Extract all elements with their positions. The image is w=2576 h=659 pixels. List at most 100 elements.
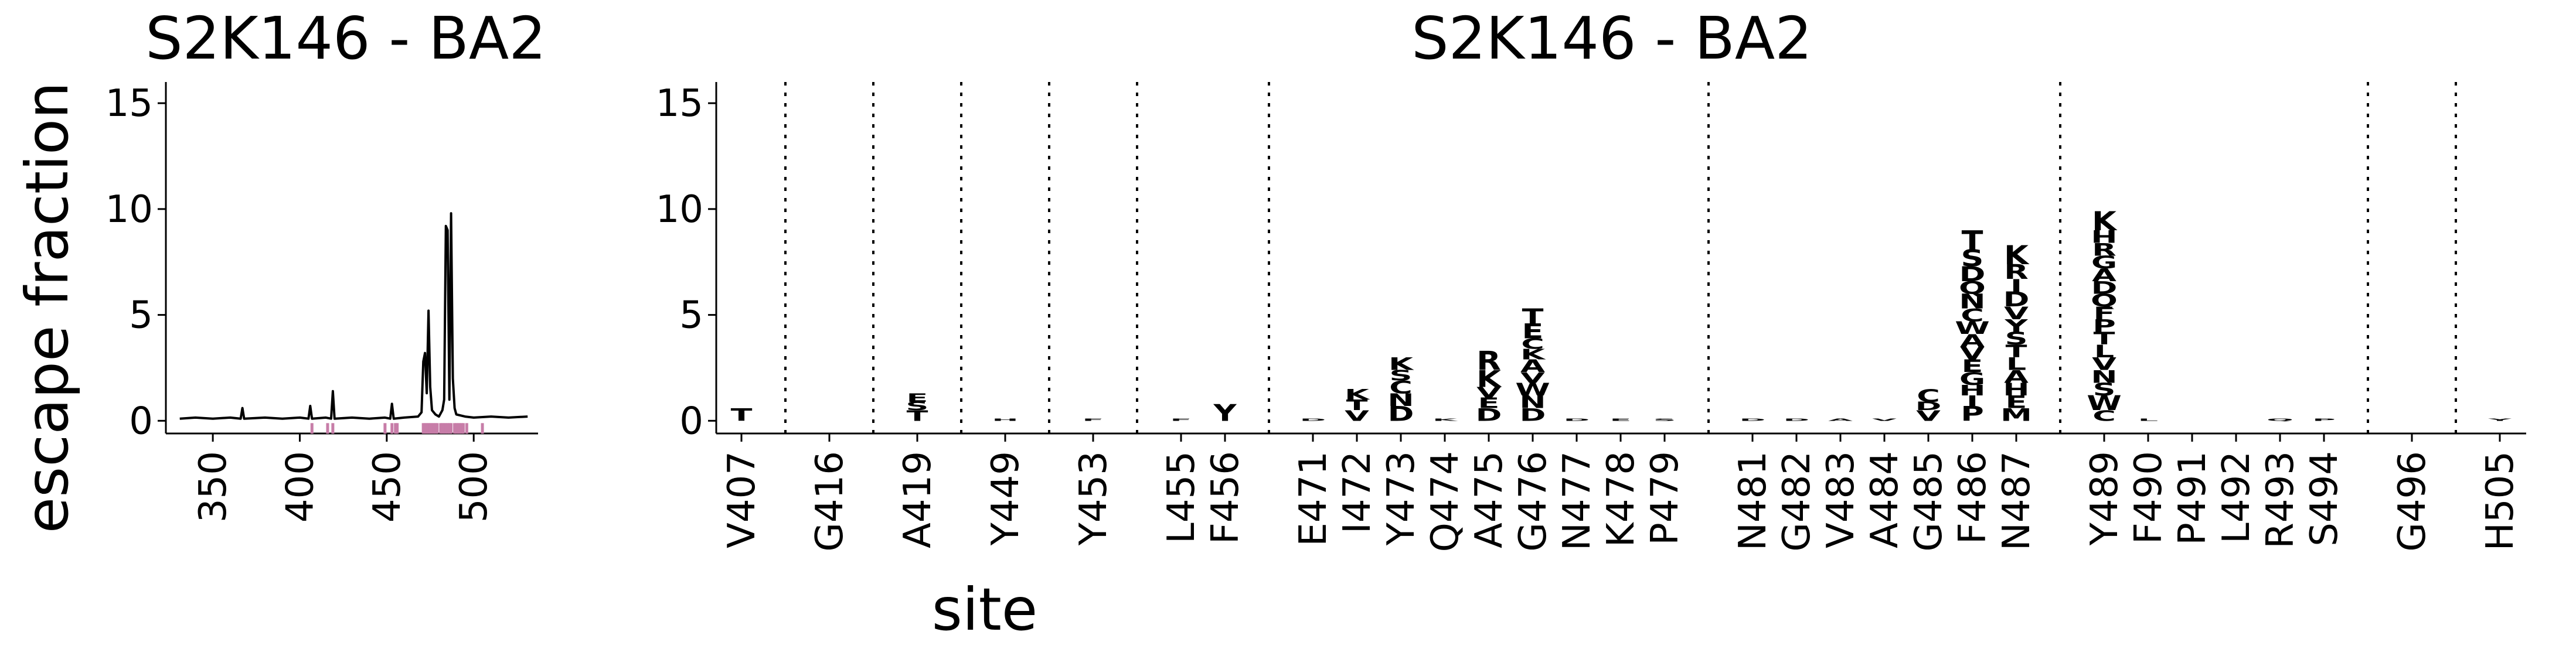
logo-letter: D <box>1959 262 1986 286</box>
logo-letter: E <box>1522 319 1544 343</box>
logo-letter: D <box>2091 278 2118 298</box>
logo-letter: V <box>1345 407 1369 424</box>
logo-letter: I <box>2010 276 2022 296</box>
logo-letter: Y <box>2004 316 2028 336</box>
logo-stack-S494: P <box>2312 418 2336 422</box>
site-label-F456: F456 <box>1204 451 1247 544</box>
logo-letter: P <box>1961 402 1984 425</box>
site-label-N481: N481 <box>1731 451 1775 551</box>
site-label-I472: I472 <box>1336 451 1379 534</box>
right-y-tick-label: 0 <box>679 400 703 443</box>
site-label-A475: A475 <box>1468 451 1511 548</box>
logo-letter: D <box>1740 418 1766 422</box>
site-label-Y489: Y489 <box>2083 451 2126 546</box>
site-label-V483: V483 <box>1819 451 1863 548</box>
left-site-highlight <box>427 423 430 434</box>
site-label-N487: N487 <box>1995 451 2039 551</box>
left-site-highlight <box>390 423 394 434</box>
logo-letter: E <box>1610 418 1632 422</box>
logo-letter: A <box>2004 367 2029 387</box>
right-panel-title: S2K146 - BA2 <box>1411 4 1812 73</box>
left-site-highlight <box>481 423 484 434</box>
left-site-highlight <box>425 423 428 434</box>
right-y-tick-label: 5 <box>679 294 703 337</box>
logo-stack-E471: D <box>1300 418 1326 422</box>
left-site-highlight <box>446 423 450 434</box>
logo-stack-P479: S <box>1653 418 1676 422</box>
logo-stack-Y449: H <box>992 418 1018 422</box>
logo-letter: N <box>2091 367 2117 387</box>
logo-letter: R <box>1476 346 1501 376</box>
left-line-panel: S2K146 - BA2 escape fraction 0 5 10 15 350 4… <box>13 4 546 533</box>
logo-stack-Y453: F <box>1083 418 1104 422</box>
left-site-highlight <box>383 423 387 434</box>
left-site-highlight <box>331 423 335 434</box>
logo-letter: Q <box>2091 291 2118 311</box>
logo-letter: C <box>1389 378 1413 398</box>
logo-letter: D <box>1476 405 1502 425</box>
logo-letter: G <box>2091 253 2117 273</box>
logo-letter: K <box>1345 386 1370 403</box>
logo-letter: V <box>1916 407 1941 424</box>
site-label-F490: F490 <box>2127 451 2170 544</box>
left-site-highlight <box>448 423 451 434</box>
left-site-highlight <box>453 423 457 434</box>
logo-letter: R <box>2092 240 2116 260</box>
logo-letter: S <box>1390 367 1413 384</box>
left-site-highlight <box>455 423 458 434</box>
logo-letter: T <box>1962 225 1983 255</box>
site-label-P479: P479 <box>1643 451 1687 545</box>
logo-letter: A <box>1520 357 1545 377</box>
logo-letter: N <box>1519 392 1546 412</box>
logo-letter: L <box>2138 418 2158 422</box>
logo-stack-V483: A <box>1828 418 1853 422</box>
logo-letter: W <box>1515 380 1550 400</box>
logo-letter: F <box>1083 418 1104 422</box>
left-x-axis: 350 400 450 500 <box>166 432 538 523</box>
logo-letter: K <box>1432 418 1458 422</box>
logo-letter: D <box>1564 418 1590 422</box>
site-separators <box>784 82 2457 433</box>
left-site-highlight <box>326 423 329 434</box>
site-label-G482: G482 <box>1775 451 1819 552</box>
left-panel-title: S2K146 - BA2 <box>145 4 546 73</box>
logo-letter: N <box>1959 290 1985 313</box>
logo-letter: D <box>1300 418 1326 422</box>
logo-stack-N481: D <box>1740 418 1766 422</box>
logo-letter: T <box>731 405 753 425</box>
logo-stack-G485: VDC <box>1915 386 1942 424</box>
logo-stack-Q474: K <box>1432 418 1458 422</box>
logo-letter: Q <box>1959 278 1986 298</box>
logo-letter: S <box>1961 245 1984 272</box>
logo-letter: S <box>2005 329 2028 349</box>
logo-letter: M <box>2000 405 2032 425</box>
site-label-G476: G476 <box>1512 451 1555 552</box>
site-label-S494: S494 <box>2303 451 2346 547</box>
left-x-tick-label: 350 <box>192 451 235 523</box>
site-label-E471: E471 <box>1292 451 1335 547</box>
logo-letter: D <box>1388 402 1414 425</box>
logo-letter: H <box>2003 380 2029 400</box>
logo-stack-R493: Q <box>2267 418 2293 422</box>
logo-letter: D <box>1784 418 1810 422</box>
logo-letter: S <box>2093 380 2116 400</box>
logo-stack-N477: D <box>1564 418 1590 422</box>
logo-stack-A484: V <box>1872 418 1897 422</box>
left-site-highlight <box>423 423 427 434</box>
left-site-highlight <box>310 423 314 434</box>
logo-letter: K <box>2092 206 2118 237</box>
logo-letter: Y <box>2487 418 2512 422</box>
logo-letter: D <box>1915 400 1942 413</box>
site-label-F486: F486 <box>1951 451 1995 544</box>
site-label-L492: L492 <box>2215 451 2258 544</box>
left-site-highlight <box>396 423 399 434</box>
logo-stack-K478: E <box>1610 418 1632 422</box>
logo-letter: L <box>2006 354 2026 374</box>
logo-letter: C <box>1521 335 1544 352</box>
site-label-Y473: Y473 <box>1380 451 1423 546</box>
